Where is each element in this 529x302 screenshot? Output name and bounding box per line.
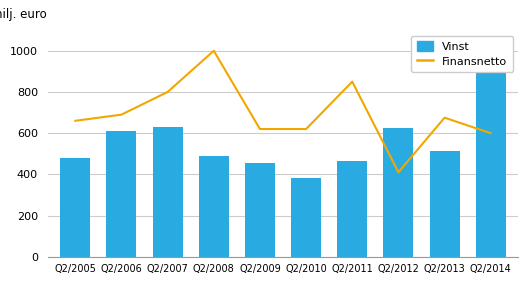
Bar xyxy=(291,178,321,257)
Text: milj. euro: milj. euro xyxy=(0,8,47,21)
Bar xyxy=(106,131,136,257)
Bar xyxy=(384,128,413,257)
Bar xyxy=(476,53,506,257)
Bar xyxy=(153,127,183,257)
Bar xyxy=(338,161,367,257)
Bar xyxy=(199,156,229,257)
Bar xyxy=(60,158,90,257)
Legend: Vinst, Finansnetto: Vinst, Finansnetto xyxy=(411,36,513,72)
Bar xyxy=(430,151,460,257)
Bar xyxy=(245,163,275,257)
